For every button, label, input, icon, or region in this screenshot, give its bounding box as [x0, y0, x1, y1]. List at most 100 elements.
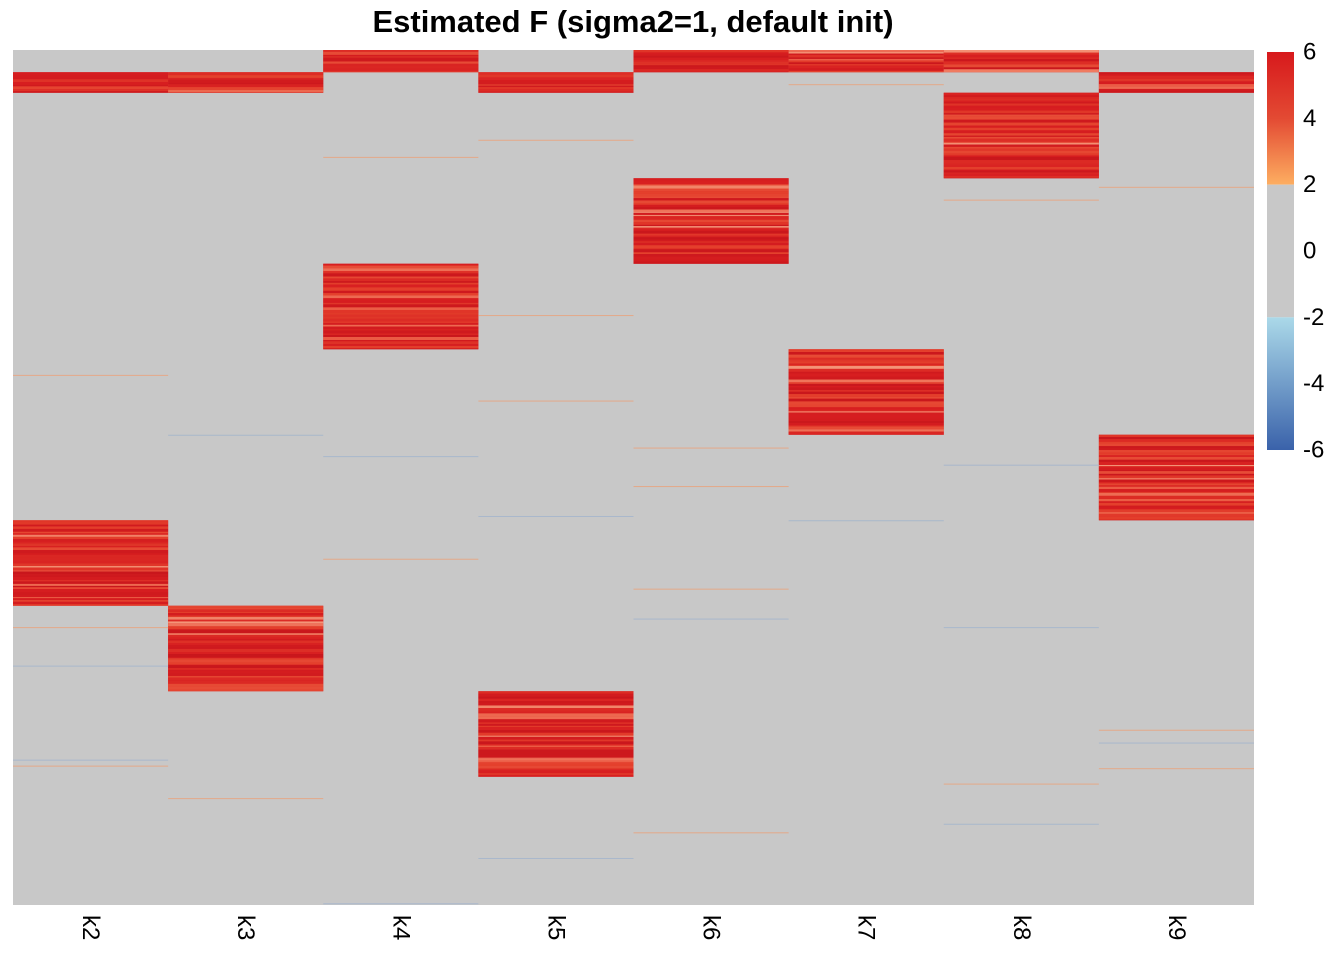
stripe — [478, 766, 634, 768]
stripe — [943, 97, 1099, 100]
stripe — [168, 79, 324, 83]
stripe — [478, 745, 634, 748]
stripe — [788, 429, 944, 432]
stripe — [478, 691, 634, 694]
stripe — [1098, 455, 1254, 457]
stripe — [13, 550, 169, 554]
stripe — [788, 68, 944, 71]
stripe — [323, 286, 479, 288]
stripe — [323, 71, 479, 73]
stripe — [323, 50, 479, 52]
stripe — [168, 646, 324, 649]
stripe — [943, 92, 1099, 96]
stripe — [788, 60, 944, 63]
stripe — [633, 204, 789, 208]
stripe — [168, 619, 324, 622]
stripe — [168, 611, 324, 614]
stripe — [1098, 454, 1254, 456]
faint-line — [633, 447, 789, 449]
stripe — [323, 316, 479, 319]
stripe — [478, 713, 634, 717]
stripe — [943, 150, 1099, 154]
stripe — [943, 164, 1099, 167]
stripe — [943, 146, 1099, 149]
stripe — [478, 702, 634, 706]
stripe — [168, 683, 324, 687]
stripe — [943, 160, 1099, 164]
stripe — [943, 122, 1099, 126]
stripe — [323, 63, 479, 67]
stripe — [13, 566, 169, 568]
stripe — [788, 351, 944, 355]
stripe — [943, 156, 1099, 161]
stripe — [943, 119, 1099, 123]
stripe — [478, 739, 634, 742]
stripe — [1098, 434, 1254, 438]
stripe — [633, 239, 789, 242]
stripe — [168, 665, 324, 669]
stripe — [478, 724, 634, 726]
stripe — [1098, 456, 1254, 460]
stripe — [323, 287, 479, 291]
stripe — [1098, 501, 1254, 503]
stripe — [478, 708, 634, 711]
column-labels: k2 k3 k4 k5 k6 k7 k8 k9 — [77, 915, 1190, 940]
stripe — [943, 95, 1099, 98]
stripe — [323, 278, 479, 282]
stripe — [1098, 466, 1254, 468]
stripe — [633, 191, 789, 194]
stripe — [13, 539, 169, 541]
stripe — [323, 314, 479, 317]
stripe — [13, 585, 169, 588]
stripe — [168, 629, 324, 631]
stripe — [943, 138, 1099, 142]
stripe — [168, 679, 324, 682]
stripe — [478, 693, 634, 697]
stripe — [323, 345, 479, 349]
stripe — [323, 321, 479, 324]
stripe — [478, 698, 634, 702]
stripe — [478, 696, 634, 699]
stripe — [478, 701, 634, 703]
stripe — [633, 65, 789, 67]
column-label-k5: k5 — [542, 915, 569, 940]
stripe — [323, 59, 479, 62]
stripe — [943, 102, 1099, 104]
block-k5 — [478, 691, 634, 777]
stripe — [788, 363, 944, 365]
stripe — [1098, 75, 1254, 79]
stripe — [478, 80, 634, 82]
stripe — [633, 53, 789, 56]
stripe — [788, 390, 944, 392]
stripe — [478, 775, 634, 777]
stripe — [1098, 449, 1254, 453]
stripe — [1098, 88, 1254, 91]
legend-tick-label: 4 — [1303, 105, 1316, 132]
faint-line — [943, 783, 1099, 785]
stripe — [168, 615, 324, 618]
stripe — [13, 580, 169, 582]
stripe — [323, 272, 479, 274]
stripe — [168, 652, 324, 655]
stripe — [788, 373, 944, 377]
stripe — [478, 716, 634, 720]
stripe — [478, 74, 634, 78]
faint-line — [323, 903, 479, 905]
stripe — [633, 224, 789, 227]
stripe — [788, 387, 944, 391]
stripe — [633, 252, 789, 255]
stripe — [788, 391, 944, 395]
stripe — [943, 110, 1099, 114]
stripe — [323, 68, 479, 72]
stripe — [633, 256, 789, 260]
stripe — [943, 107, 1099, 111]
stripe — [168, 617, 324, 620]
color-legend: 6 4 2 0 -2 -4 -6 — [1267, 39, 1324, 464]
stripe — [1098, 481, 1254, 484]
stripe — [13, 91, 169, 93]
stripe — [168, 669, 324, 672]
stripe — [168, 630, 324, 634]
faint-line — [478, 139, 634, 141]
stripe — [478, 88, 634, 92]
